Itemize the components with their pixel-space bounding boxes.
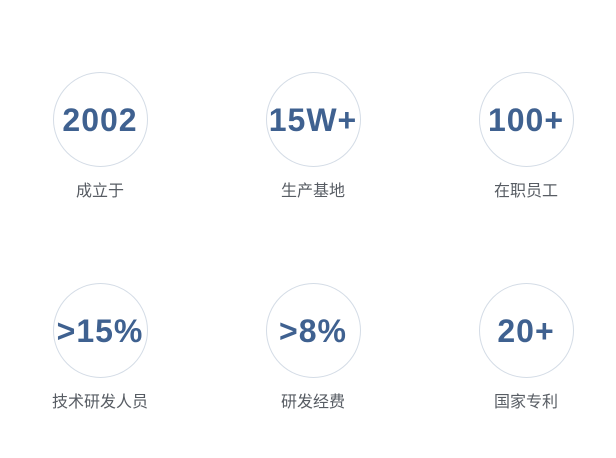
stat-label: 生产基地 [280,183,345,200]
stat-label: 国家专利 [493,394,558,412]
company-stats-section: 2002 成立于 15W+ 生产基地 100+ 在职员工 >15% 技术研发人员… [0,72,616,412]
stat-value: >8% [279,312,347,349]
stat-value: 100+ [487,101,565,138]
stat-label: 技术研发人员 [51,394,148,412]
stat-value: 20+ [497,312,555,349]
stat-item-rd-funding: >8% 研发经费 [213,283,413,412]
stat-circle: 15W+ [265,72,361,167]
stat-item-production-base: 15W+ 生产基地 [213,72,413,201]
stat-circle: 20+ [478,283,574,379]
stat-item-patents: 20+ 国家专利 [426,283,616,412]
stat-label: 在职员工 [493,183,558,200]
stat-circle: 2002 [52,72,148,167]
stat-item-founded: 2002 成立于 [0,72,200,201]
stat-item-rd-personnel: >15% 技术研发人员 [0,283,200,412]
stat-item-employees: 100+ 在职员工 [426,72,616,201]
stat-value: >15% [56,312,144,349]
stat-value: 15W+ [268,101,358,138]
stat-circle: 100+ [478,72,574,167]
stat-circle: >15% [52,283,148,379]
stat-value: 2002 [62,101,138,138]
stat-circle: >8% [265,283,361,379]
stat-label: 成立于 [75,183,124,200]
stat-label: 研发经费 [280,394,345,412]
